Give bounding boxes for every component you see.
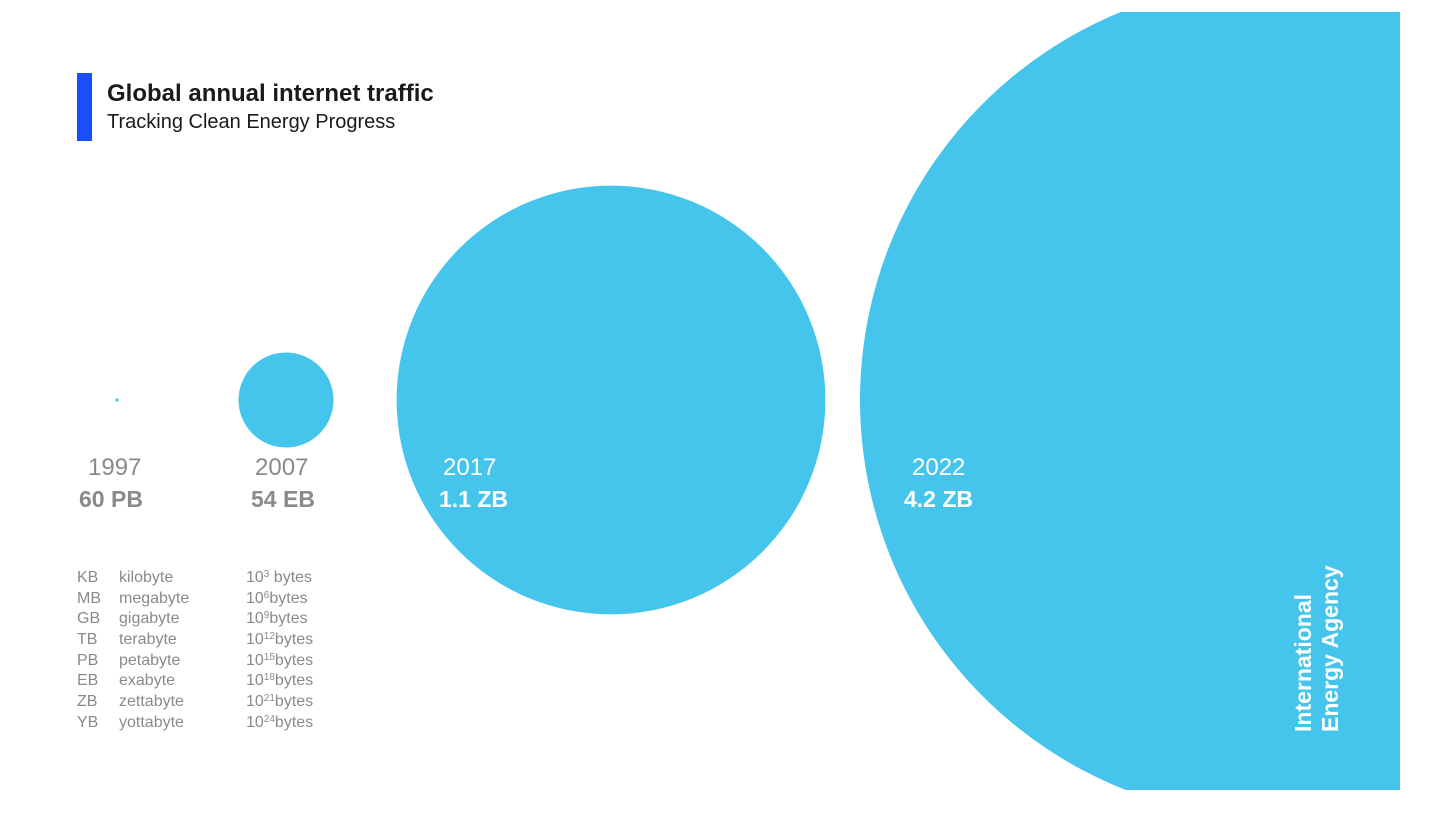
unit-name: yottabyte <box>119 713 184 731</box>
bubble-2022 <box>860 12 1400 790</box>
unit-name: megabyte <box>119 589 190 607</box>
unit-value: 1024bytes <box>246 713 314 731</box>
brand-line-2: Energy Agency <box>1317 565 1343 732</box>
unit-name: petabyte <box>119 651 181 669</box>
unit-name: exabyte <box>119 672 176 690</box>
brand-line-1: International <box>1290 593 1316 732</box>
unit-value: 106bytes <box>246 589 308 607</box>
year-label-2017: 2017 <box>443 454 497 481</box>
bubble-2007 <box>238 352 334 448</box>
value-label-2022: 4.2 ZB <box>904 486 974 512</box>
chart-subtitle: Tracking Clean Energy Progress <box>107 111 396 133</box>
units-table: KB kilobyte 103 bytes MB megabyte 106byt… <box>77 568 313 734</box>
unit-abbr: YB <box>77 713 99 731</box>
unit-abbr: ZB <box>77 693 98 711</box>
units-row: ZB zettabyte 1021bytes <box>77 692 313 713</box>
unit-name: terabyte <box>119 631 177 649</box>
chart-title: Global annual internet traffic <box>107 80 434 107</box>
unit-value: 109bytes <box>246 610 308 628</box>
unit-abbr: TB <box>77 631 98 649</box>
value-label-1997: 60 PB <box>79 486 143 512</box>
unit-value: 103 bytes <box>246 569 313 586</box>
value-label-2007: 54 EB <box>251 486 315 512</box>
unit-abbr: KB <box>77 569 99 586</box>
units-row: MB megabyte 106bytes <box>77 589 313 610</box>
unit-abbr: GB <box>77 610 101 628</box>
unit-value: 1015bytes <box>246 651 314 669</box>
year-label-2022: 2022 <box>912 454 966 481</box>
value-label-2017: 1.1 ZB <box>439 486 509 512</box>
iea-logo-text: International Energy Agency <box>1290 565 1344 732</box>
units-row: TB terabyte 1012bytes <box>77 630 313 651</box>
unit-abbr: MB <box>77 589 101 607</box>
units-row: EB exabyte 1018bytes <box>77 671 313 692</box>
year-label-2007: 2007 <box>255 454 309 481</box>
bubble-1997 <box>115 398 119 402</box>
unit-name: kilobyte <box>119 569 174 586</box>
unit-abbr: PB <box>77 651 99 669</box>
unit-value: 1021bytes <box>246 693 314 711</box>
units-row: GB gigabyte 109bytes <box>77 609 313 630</box>
year-label-1997: 1997 <box>88 454 142 481</box>
bubble-2017 <box>396 185 826 615</box>
units-row: PB petabyte 1015bytes <box>77 651 313 672</box>
unit-name: zettabyte <box>119 693 184 711</box>
unit-name: gigabyte <box>119 610 180 628</box>
units-row: YB yottabyte 1024bytes <box>77 713 313 734</box>
unit-value: 1018bytes <box>246 672 314 690</box>
unit-abbr: EB <box>77 672 99 690</box>
title-accent-bar <box>77 73 92 141</box>
units-row: KB kilobyte 103 bytes <box>77 568 313 589</box>
unit-value: 1012bytes <box>246 631 314 649</box>
